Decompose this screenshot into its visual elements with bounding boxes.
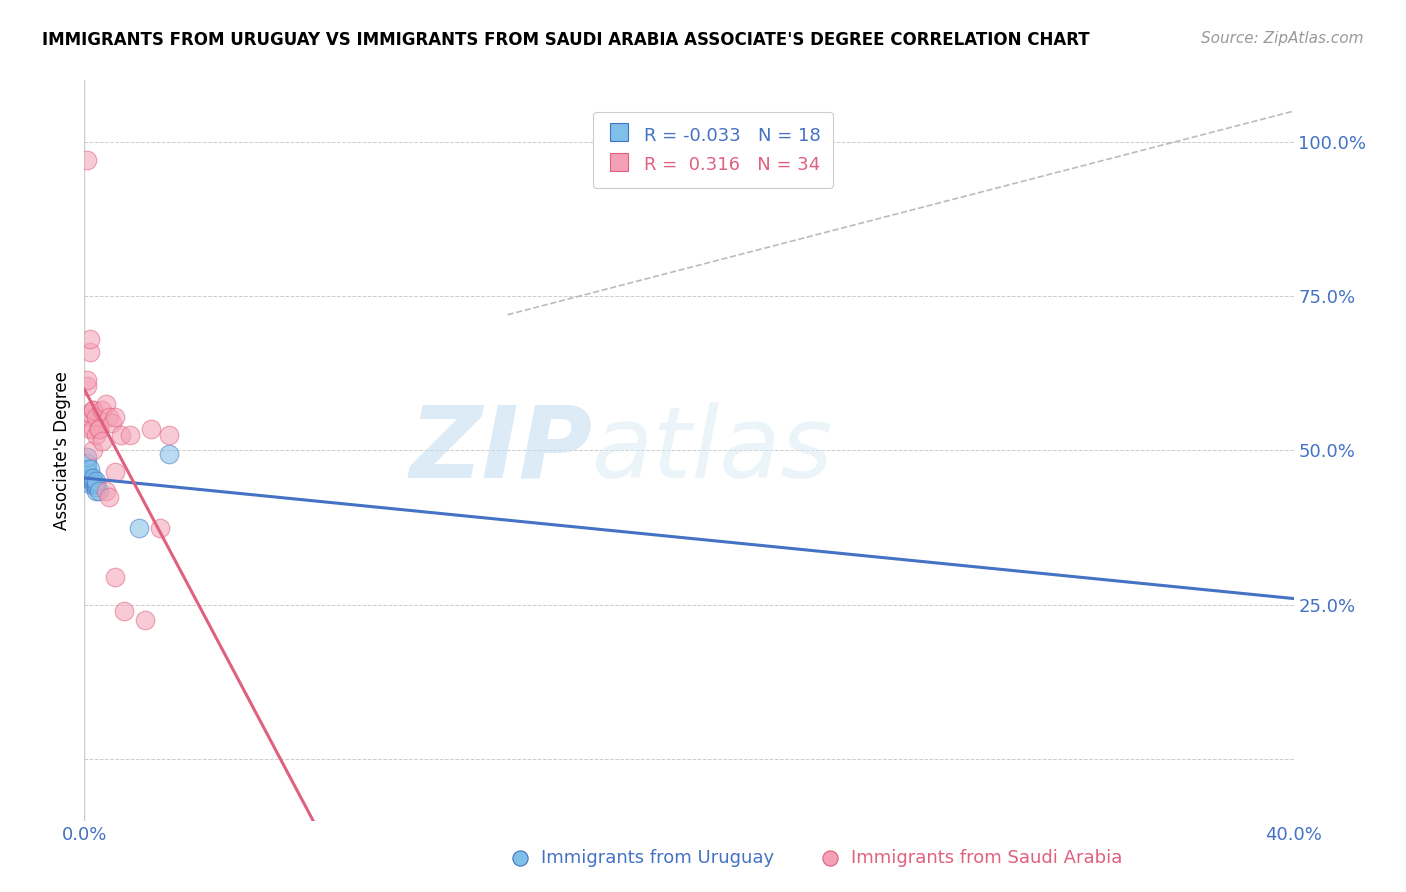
Point [118,428,141,442]
Point [134,613,156,627]
Point [94,397,117,411]
Point [79,477,101,491]
Point [86,409,108,424]
Point [79,407,101,421]
Point [104,570,127,584]
Text: IMMIGRANTS FROM URUGUAY VS IMMIGRANTS FROM SAUDI ARABIA ASSOCIATE'S DEGREE CORRE: IMMIGRANTS FROM URUGUAY VS IMMIGRANTS FR… [42,31,1090,49]
Point [76,450,98,464]
Point [86,428,108,442]
Point [89,422,111,436]
Point [112,604,135,618]
Point [89,422,111,436]
Point [157,446,180,460]
Legend: R = -0.033   N = 18, R =  0.316   N = 34: R = -0.033 N = 18, R = 0.316 N = 34 [593,112,834,187]
Point [86,483,108,498]
Point [82,475,104,489]
Y-axis label: Associate's Degree: Associate's Degree [53,371,72,530]
Point [76,153,98,168]
Point [79,462,101,476]
Point [79,409,101,424]
Point [82,477,104,491]
Point [76,456,98,470]
Text: Source: ZipAtlas.com: Source: ZipAtlas.com [1201,31,1364,46]
Point [509,851,531,865]
Point [82,403,104,417]
Text: Immigrants from Uruguay: Immigrants from Uruguay [541,849,775,867]
Point [157,428,180,442]
Point [79,422,101,436]
Point [86,481,108,495]
Point [79,333,101,347]
Point [79,471,101,485]
Point [818,851,841,865]
Point [82,471,104,485]
Point [97,409,120,424]
Point [76,471,98,485]
Point [76,462,98,476]
Text: ZIP: ZIP [409,402,592,499]
Point [91,403,114,417]
Point [82,443,104,458]
Text: Immigrants from Saudi Arabia: Immigrants from Saudi Arabia [851,849,1122,867]
Point [76,372,98,386]
Point [97,490,120,504]
Point [104,409,127,424]
Point [86,477,108,491]
Point [82,403,104,417]
Text: atlas: atlas [592,402,834,499]
Point [104,465,127,479]
Point [139,422,162,436]
Point [76,378,98,392]
Point [94,483,117,498]
Point [82,422,104,436]
Point [110,428,132,442]
Point [149,520,172,534]
Point [91,434,114,449]
Point [86,475,108,489]
Point [128,520,150,534]
Point [79,344,101,359]
Point [100,416,122,430]
Point [76,465,98,479]
Point [89,483,111,498]
